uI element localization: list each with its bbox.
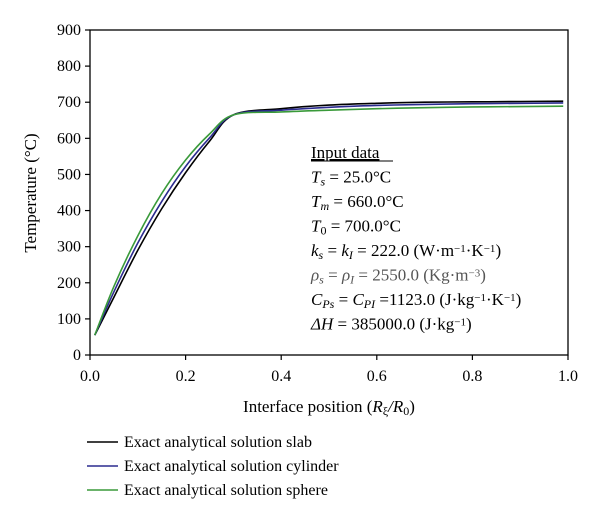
annotation-text-part: k (341, 241, 349, 260)
y-axis-label: Temperature (°C) (21, 133, 40, 252)
annotation-text-part: I (348, 248, 354, 262)
annotation-text-part: = 660.0°C (329, 192, 403, 211)
annotation-text-part: T (311, 217, 322, 236)
x-tick-label: 0.0 (80, 368, 100, 385)
series-line-3 (94, 105, 564, 336)
y-tick-label: 200 (57, 275, 81, 292)
y-tick-label: 100 (57, 311, 81, 328)
x-tick-label: 0.8 (462, 368, 482, 385)
annotation-line: ΔH = 385000.0 (J·kg−1) (310, 315, 472, 334)
annotation-text-part: −3 (469, 267, 481, 279)
x-tick-label: 0.4 (271, 368, 291, 385)
annotation-text-part: = 25.0°C (325, 168, 391, 187)
annotation-text-part: =1123.0 (J·kg (375, 290, 475, 309)
legend-label-1: Exact analytical solution slab (124, 434, 312, 451)
x-axis-label-part: ) (409, 397, 415, 416)
annotation-text-part: = 385000.0 (J·kg (333, 315, 455, 334)
annotation-text-part: = (334, 290, 352, 309)
annotation-text-part: = 700.0°C (326, 217, 400, 236)
series-line-2 (94, 102, 564, 336)
legend-label-3: Exact analytical solution sphere (124, 482, 328, 499)
annotation-line: Ts = 25.0°C (311, 168, 391, 189)
annotation-text-part: ) (466, 315, 472, 334)
annotation-text-part: = 2550.0 (Kg·m (354, 266, 468, 285)
annotation-text-part: s (320, 175, 325, 189)
x-tick-label: 0.6 (367, 368, 387, 385)
annotation-text-part: ) (480, 266, 486, 285)
annotation-text-part: ·K (466, 241, 485, 260)
annotation-text-part: ρ (341, 266, 350, 285)
series-layer (94, 100, 564, 336)
annotation-line: ks = kI = 222.0 (W·m−1·K−1) (311, 241, 501, 262)
annotation-text-part: k (311, 241, 319, 260)
y-tick-label: 0 (73, 347, 81, 364)
x-axis-label: Interface position (Rξ/R0) (243, 397, 415, 418)
legend: Exact analytical solution slab Exact anal… (87, 434, 339, 499)
annotation-line: ρs = ρI = 2550.0 (Kg·m−3) (310, 266, 486, 287)
annotation-text-part: I (349, 273, 355, 287)
annotation-line: T0 = 700.0°C (311, 217, 401, 238)
x-axis-label-part: ξ (383, 404, 389, 418)
y-tick-label: 400 (57, 203, 81, 220)
annotation-text-part: −1 (454, 316, 466, 328)
annotation-text-part: = 222.0 (W·m (353, 241, 454, 260)
annotation-text-part: ) (516, 290, 522, 309)
y-tick-label: 800 (57, 58, 81, 75)
annotation-text-part: T (311, 168, 322, 187)
annotation-line: CPs = CPI =1123.0 (J·kg−1·K−1) (311, 290, 521, 311)
annotation-text-part: C (352, 290, 364, 309)
annotation-text-part: −1 (474, 292, 486, 304)
annotation-text-part: m (320, 199, 329, 213)
y-tick-label: 300 (57, 239, 81, 256)
x-axis-label-part: / (387, 397, 395, 416)
y-axis: 0 100 200 300 400 500 600 700 800 900 (57, 22, 90, 364)
annotation-text-part: 0 (320, 224, 326, 238)
annotation-text-part: s (319, 273, 324, 287)
annotation-text-part: PI (363, 297, 376, 311)
y-tick-label: 600 (57, 130, 81, 147)
plot-area-frame (89, 29, 569, 356)
annotation-text-part: ·K (486, 290, 505, 309)
x-axis-label-part: R (392, 397, 404, 416)
annotation-title: Input data (311, 143, 380, 162)
annotation-text-part: C (311, 290, 323, 309)
annotation-text-part: = (323, 241, 341, 260)
annotation-text-part: −1 (504, 292, 516, 304)
x-axis-label-part: R (371, 397, 383, 416)
annotation-text-part: s (319, 248, 324, 262)
annotation-text-part: −1 (454, 243, 466, 255)
y-tick-label: 700 (57, 94, 81, 111)
x-tick-label: 1.0 (558, 368, 578, 385)
legend-label-2: Exact analytical solution cylinder (124, 458, 339, 475)
annotation-text-part: −1 (484, 243, 496, 255)
annotation-text-part: ) (495, 241, 501, 260)
annotation-text-part: ΔH (310, 315, 335, 334)
y-tick-label: 500 (57, 166, 81, 183)
annotation-text-part: Ps (321, 297, 334, 311)
x-tick-label: 0.2 (176, 368, 196, 385)
x-axis-label-part: Interface position ( (243, 397, 373, 416)
annotation-text-part: = (324, 266, 342, 285)
y-tick-label: 900 (57, 22, 81, 39)
annotation-line: Tm = 660.0°C (311, 192, 404, 213)
annotation-text-part: T (311, 192, 322, 211)
x-axis-label-part: 0 (403, 404, 409, 418)
annotation-text-part: ρ (310, 266, 319, 285)
x-axis: 0.0 0.2 0.4 0.6 0.8 1.0 (80, 355, 578, 385)
series-line-1 (94, 100, 564, 336)
